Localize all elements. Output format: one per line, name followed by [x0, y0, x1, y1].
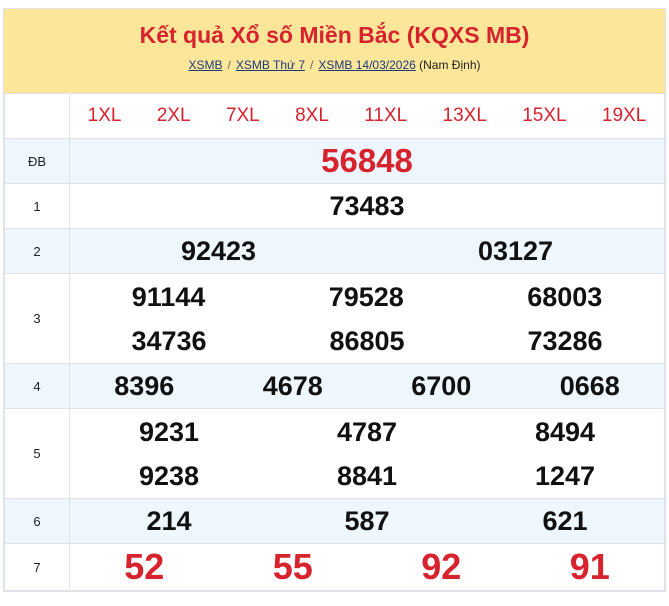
results-table: Kết quả Xổ số Miền Bắc (KQXS MB) XSMB / XS…	[3, 8, 666, 592]
prize-label: 6	[4, 498, 70, 544]
prize-number: 621	[542, 505, 588, 536]
prize-label: ĐB	[4, 138, 70, 184]
prize-row-5: 5 9231 4787 8494 9238 8841 1247	[4, 408, 665, 499]
prize-number: 91144	[131, 281, 206, 312]
prize-row-2: 2 92423 03127	[4, 228, 665, 274]
prize-label: 4	[4, 363, 70, 409]
results-header: Kết quả Xổ số Miền Bắc (KQXS MB) XSMB / XS…	[4, 9, 665, 93]
prize-number: 68003	[527, 281, 603, 312]
prize-number: 91	[569, 546, 610, 587]
code: 15XL	[522, 105, 567, 126]
code: 11XL	[364, 105, 408, 126]
prize-row-6: 6 214 587 621	[4, 498, 665, 544]
prize-number: 1247	[534, 460, 596, 491]
prize-number: 4678	[262, 370, 323, 401]
code: 1XL	[87, 105, 122, 126]
codes-row: 1XL 2XL 7XL 8XL 11XL 13XL 15XL 19XL	[4, 93, 665, 139]
prize-number: 9238	[138, 460, 200, 491]
prize-number: 8841	[336, 460, 398, 491]
prize-number: 03127	[477, 235, 554, 266]
prize-number: 86805	[329, 325, 405, 356]
prize-label: 7	[4, 543, 70, 591]
prize-row-1: 1 73483	[4, 183, 665, 229]
prize-number: 92	[421, 546, 462, 587]
prize-number: 55	[272, 546, 313, 587]
prize-label: 5	[4, 408, 70, 499]
prize-number: 587	[344, 505, 390, 536]
prize-number: 79528	[328, 281, 404, 312]
code: 7XL	[225, 105, 260, 126]
prize-label: 1	[4, 183, 70, 229]
prize-row-7: 7 52 55 92 91	[4, 543, 665, 591]
breadcrumb-xsmb-thu7[interactable]: XSMB Thứ 7	[235, 58, 306, 72]
code: 8XL	[295, 105, 329, 126]
page-title: Kết quả Xổ số Miền Bắc (KQXS MB)	[139, 22, 530, 48]
special-prize-number: 56848	[321, 142, 413, 179]
prize-number: 73286	[527, 325, 603, 356]
province-label: (Nam Định)	[419, 58, 481, 72]
prize-number: 92423	[180, 235, 257, 266]
prize-number: 52	[124, 546, 165, 587]
prize-number: 6700	[411, 370, 472, 401]
breadcrumb: XSMB / XSMB Thứ 7/XSMB 14/03/2026 (Nam Địn…	[188, 58, 481, 72]
breadcrumb-xsmb[interactable]: XSMB	[188, 58, 223, 72]
prize-number: 8396	[114, 370, 175, 401]
prize-row-db: ĐB 56848	[4, 138, 665, 184]
prize-label: 2	[4, 228, 70, 274]
prize-row-4: 4 8396 4678 6700 0668	[4, 363, 665, 409]
prize-number: 34736	[131, 325, 207, 356]
prize-number: 0668	[559, 370, 620, 401]
code: 13XL	[442, 105, 487, 126]
prize-number: 8494	[534, 416, 596, 447]
prize-number: 9231	[138, 416, 200, 447]
code: 19XL	[601, 105, 647, 126]
prize-row-3: 3 91144 79528 68003 34736 86805 73286	[4, 273, 665, 364]
prize-number: 4787	[336, 416, 398, 447]
breadcrumb-xsmb-date[interactable]: XSMB 14/03/2026	[318, 58, 416, 72]
code: 2XL	[156, 105, 191, 126]
prize-number: 214	[146, 505, 192, 536]
prize-label: 3	[4, 273, 70, 364]
prize-number: 73483	[329, 190, 405, 221]
